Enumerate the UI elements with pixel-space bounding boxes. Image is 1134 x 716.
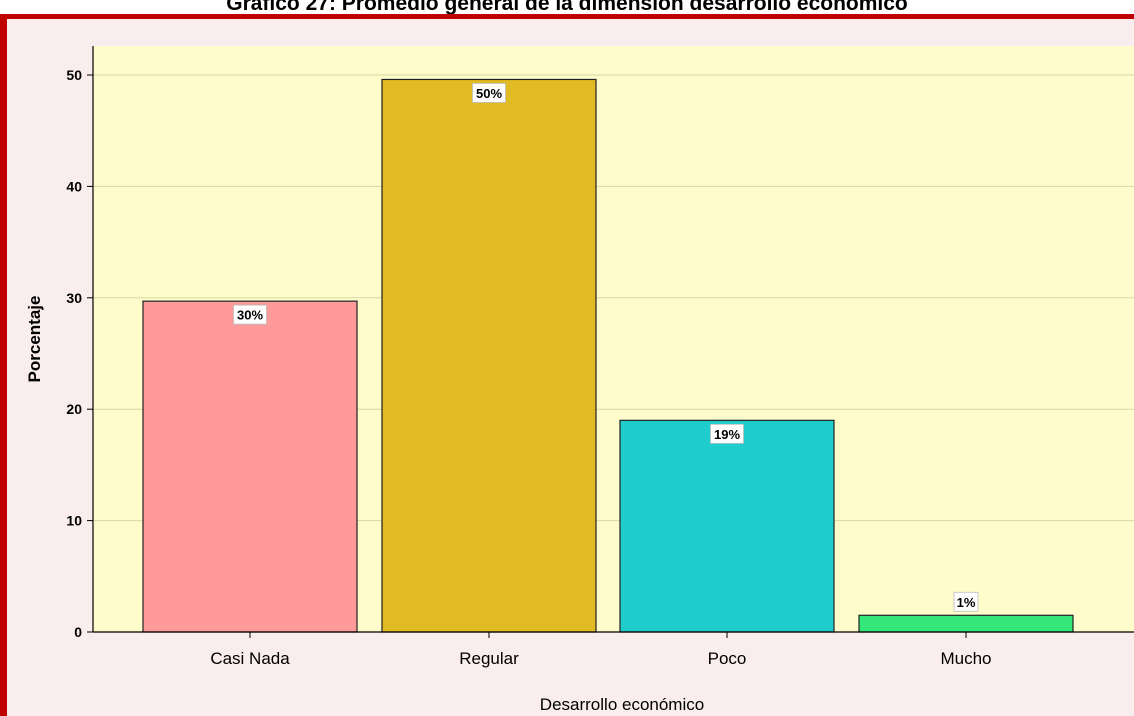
y-tick-label: 40: [66, 178, 82, 194]
bar: [381, 78, 597, 633]
y-tick-label: 50: [66, 67, 82, 83]
y-axis-label: Porcentaje: [25, 296, 44, 383]
data-label-box: [233, 304, 267, 325]
axes: 0 10 20 30 40 50 Casi Nada Regular Poco Mucho: [66, 46, 1134, 668]
data-label: 50%: [476, 86, 502, 101]
data-label-box: [472, 83, 506, 103]
bar-chart: 0 10 20 30 40 50 Casi Nada Regular Poco Mucho 30%…: [0, 14, 1134, 716]
x-tick-label: Regular: [459, 649, 519, 668]
chart-title: Gráfico 27: Promedio general de la dimen…: [226, 0, 908, 15]
frame-border-top: [0, 14, 1134, 19]
x-axis-label: Desarrollo económico: [540, 695, 704, 714]
chart-frame: 0 10 20 30 40 50 Casi Nada Regular Poco Mucho 30%…: [0, 14, 1134, 716]
bars: [142, 78, 1074, 633]
bar: [619, 419, 835, 633]
x-tick-label: Mucho: [940, 649, 991, 668]
data-label: 30%: [237, 308, 263, 323]
data-label-box: [710, 423, 744, 444]
data-label-box: [953, 591, 979, 612]
frame-border-left: [0, 14, 7, 716]
y-tick-label: 30: [66, 290, 82, 306]
bar: [858, 614, 1074, 633]
data-labels: 30% 50% 19% 1%: [233, 83, 979, 612]
x-tick-label: Casi Nada: [210, 649, 290, 668]
data-label: 1%: [957, 595, 976, 610]
x-tick-label: Poco: [708, 649, 747, 668]
y-tick-label: 0: [74, 624, 82, 640]
bar: [142, 300, 358, 633]
y-tick-label: 20: [66, 401, 82, 417]
y-tick-label: 10: [66, 513, 82, 529]
data-label: 19%: [714, 427, 740, 442]
